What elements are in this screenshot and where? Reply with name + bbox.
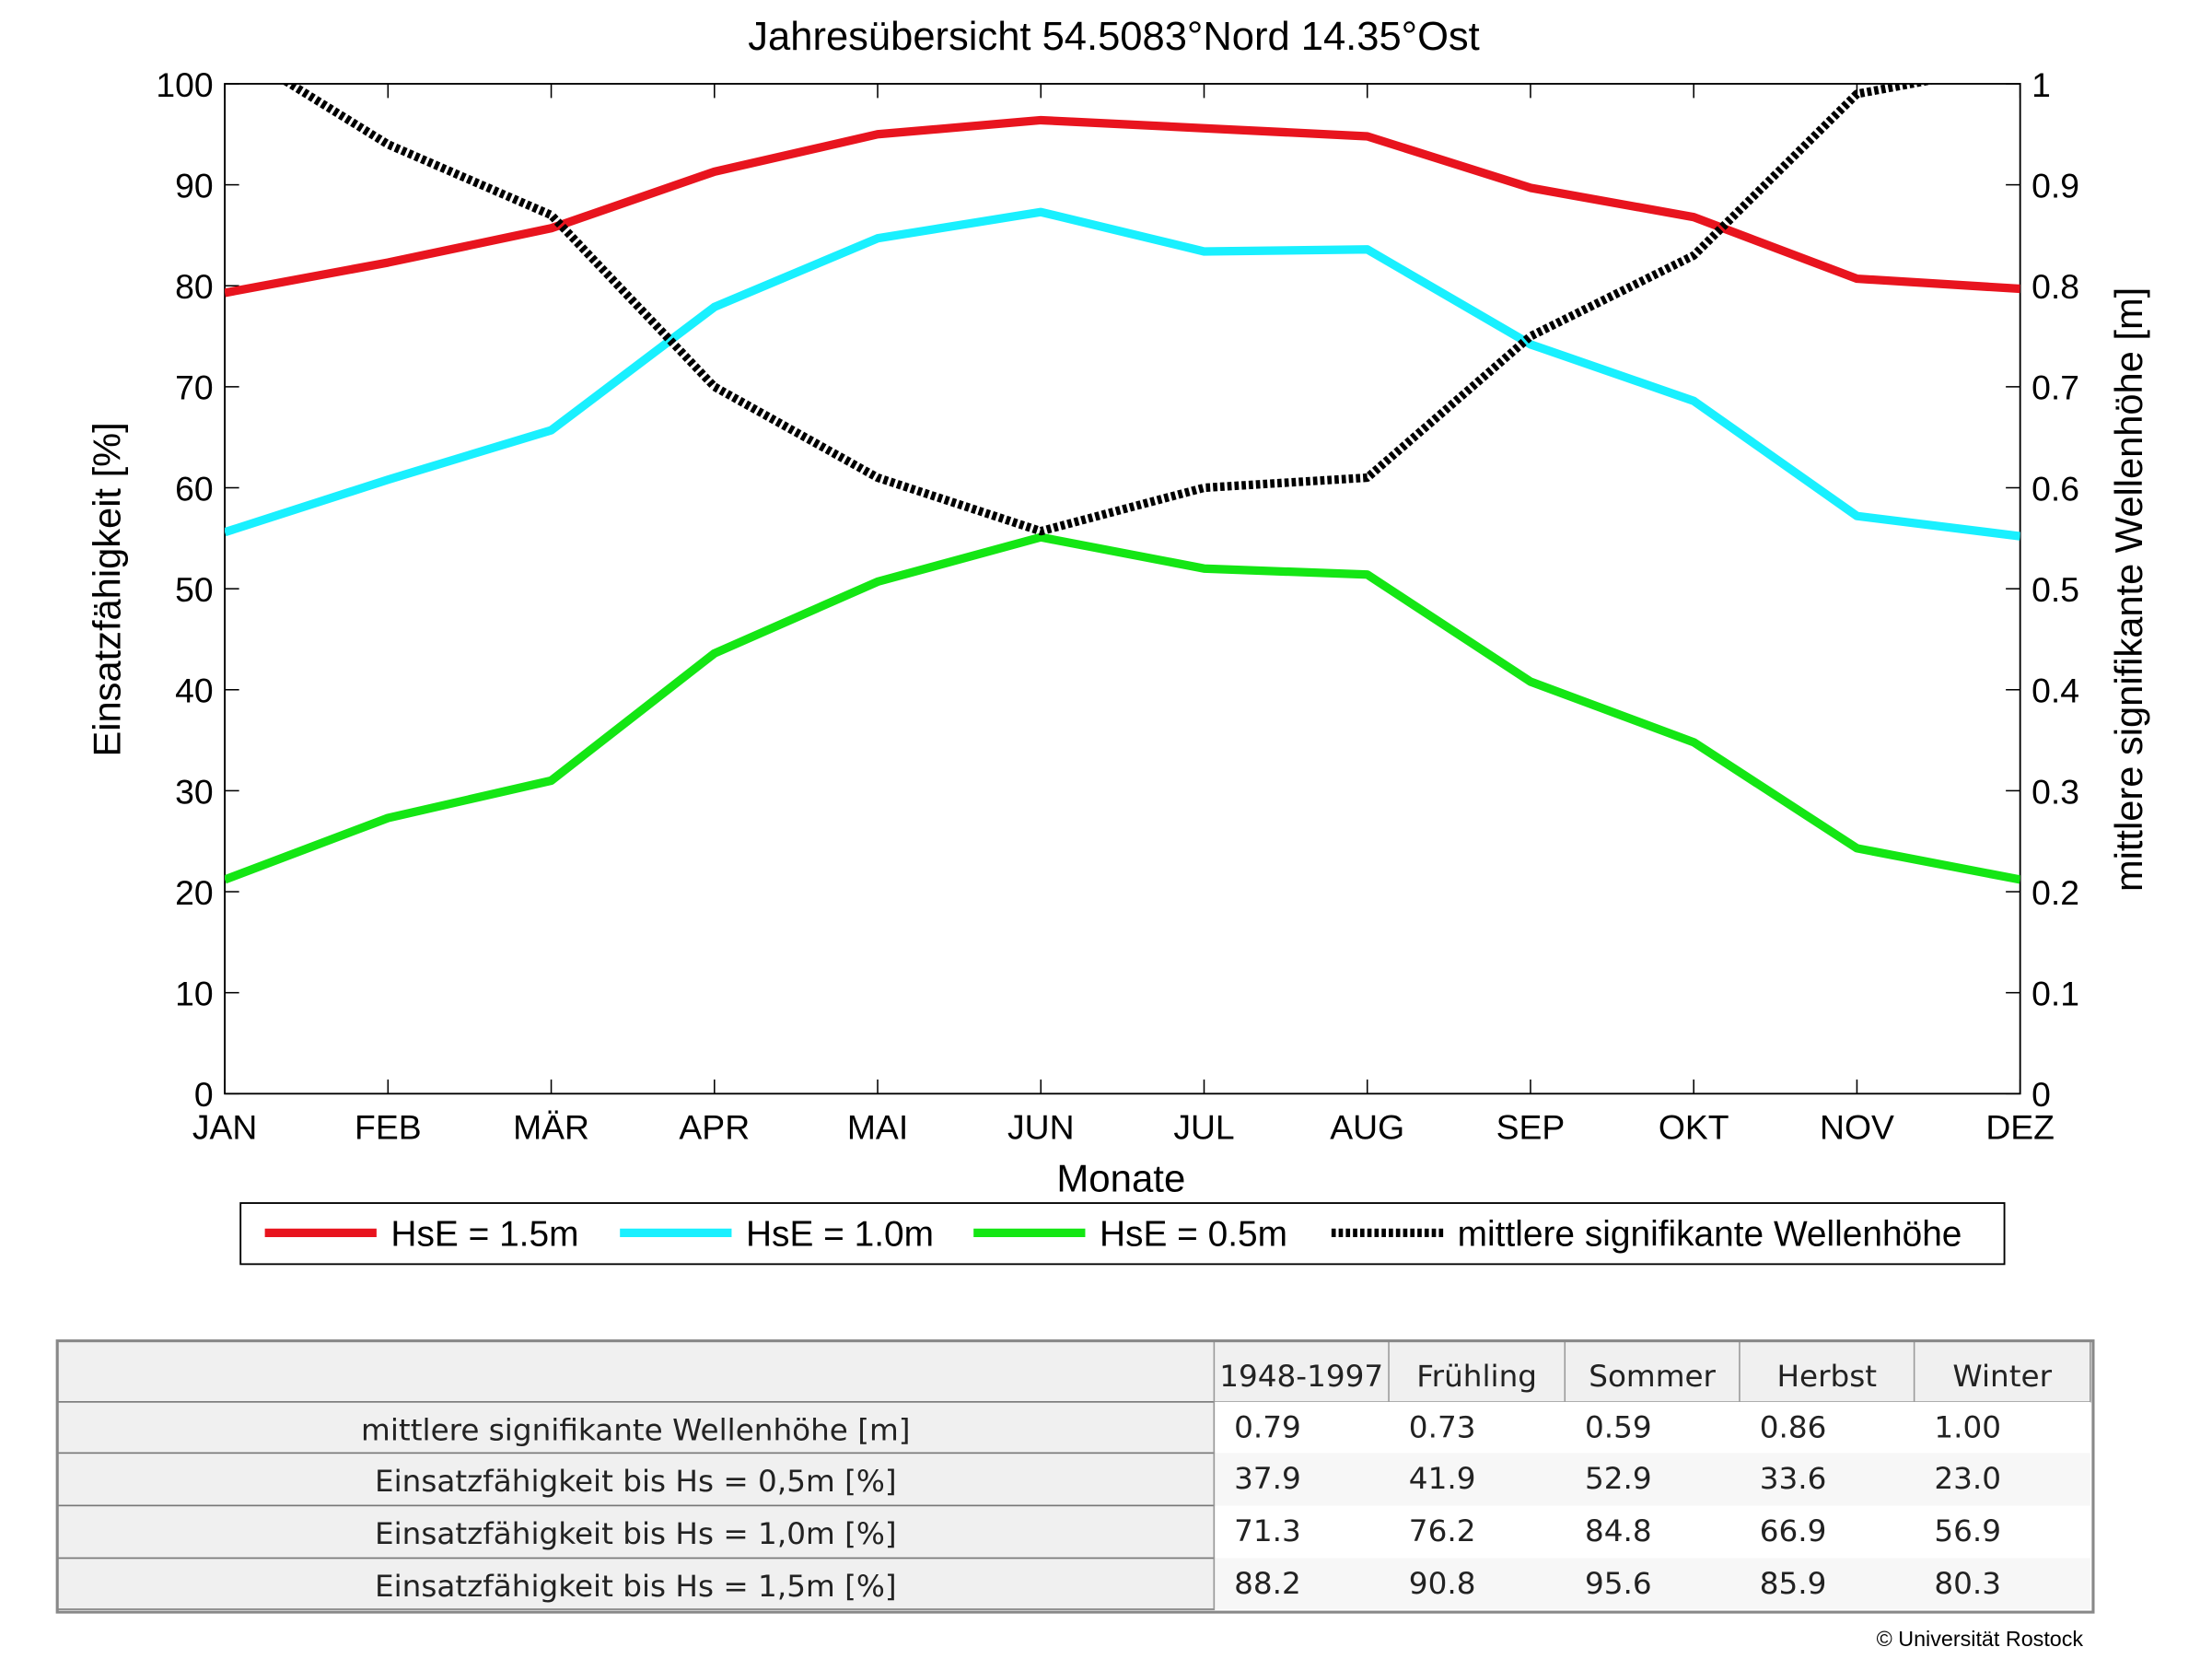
- row-bg: [1214, 1558, 2090, 1610]
- y2-tick-label: 0.4: [2032, 672, 2079, 710]
- y-tick-label: 30: [175, 772, 214, 811]
- y2-tick-label: 0: [2032, 1075, 2051, 1114]
- x-tick-label: MÄR: [513, 1108, 589, 1147]
- row-bg: [1214, 1401, 2090, 1454]
- y2-tick-label: 0.1: [2032, 975, 2079, 1013]
- legend-label: HsE = 1.0m: [746, 1214, 934, 1254]
- row-label-bg: [56, 1557, 1216, 1610]
- y-axis-label: Einsatzfähigkeit [%]: [85, 422, 128, 756]
- y-tick-label: 10: [175, 975, 214, 1013]
- y2-tick-label: 0.6: [2032, 470, 2079, 508]
- x-tick-label: JUL: [1173, 1108, 1234, 1147]
- table-cell: 90.8: [1409, 1566, 1476, 1601]
- legend-label: HsE = 0.5m: [1100, 1214, 1287, 1254]
- column-header: Herbst: [1777, 1359, 1878, 1394]
- table: 1948-1997 Frühling Sommer Herbst Winter mittl…: [55, 1339, 2095, 1614]
- legend-label: HsE = 1.5m: [390, 1214, 578, 1254]
- column-header: 1948-1997: [1219, 1359, 1383, 1394]
- table-cell: 0.79: [1234, 1410, 1301, 1445]
- table-cell: 80.3: [1934, 1566, 2001, 1601]
- y-tick-label: 50: [175, 570, 214, 609]
- table-cell: 23.0: [1934, 1461, 2001, 1496]
- table-cell: 0.86: [1760, 1410, 1827, 1445]
- y-tick-label: 80: [175, 267, 214, 306]
- table-cell: 0.59: [1585, 1410, 1652, 1445]
- table-cell: 33.6: [1760, 1461, 1827, 1496]
- y2-tick-label: 0.3: [2032, 772, 2079, 811]
- x-tick-label: NOV: [1820, 1108, 1894, 1147]
- row-label: Einsatzfähigkeit bis Hs = 1,5m [%]: [375, 1569, 897, 1604]
- table-cell: 76.2: [1409, 1513, 1476, 1548]
- y2-tick-label: 0.8: [2032, 267, 2079, 306]
- column-header: Winter: [1952, 1359, 2052, 1394]
- table-cell: 37.9: [1234, 1461, 1301, 1496]
- table-cell: 85.9: [1760, 1566, 1827, 1601]
- series-line: [282, 83, 1935, 536]
- x-tick-label: JUN: [1007, 1108, 1075, 1147]
- x-tick-label: JAN: [192, 1108, 257, 1147]
- y2-axis-label: mittlere signifikante Wellenhöhe [m]: [2107, 287, 2150, 892]
- row-bg: [1214, 1505, 2090, 1559]
- series-line: [225, 207, 2020, 541]
- table-header-bg: [56, 1339, 2091, 1403]
- table-cell: 95.6: [1585, 1566, 1652, 1601]
- row-label: mittlere signifikante Wellenhöhe [m]: [361, 1413, 910, 1448]
- legend-label: mittlere signifikante Wellenhöhe: [1458, 1214, 1962, 1254]
- row-label: Einsatzfähigkeit bis Hs = 0,5m [%]: [375, 1464, 897, 1499]
- y-tick-label: 20: [175, 873, 214, 912]
- series-line: [225, 532, 2020, 884]
- table-cell: 56.9: [1934, 1513, 2001, 1548]
- legend-box: [239, 1202, 2006, 1266]
- y-tick-label: 60: [175, 470, 214, 508]
- column-header: Frühling: [1416, 1359, 1537, 1394]
- y-tick-label: 100: [156, 65, 213, 104]
- y-tick-label: 70: [175, 368, 214, 407]
- y2-tick-label: 1: [2032, 65, 2051, 104]
- table-cell: 71.3: [1234, 1513, 1301, 1548]
- table-cell: 41.9: [1409, 1461, 1476, 1496]
- x-tick-label: FEB: [355, 1108, 422, 1147]
- table-border: [55, 1339, 2095, 1614]
- x-tick-label: DEZ: [1985, 1108, 2055, 1147]
- column-header: Sommer: [1589, 1359, 1716, 1394]
- chart-title: Jahresübersicht 54.5083°Nord 14.35°Ost: [748, 15, 1479, 59]
- table-cell: 88.2: [1234, 1566, 1301, 1601]
- y2-tick-label: 0.2: [2032, 873, 2079, 912]
- row-label: Einsatzfähigkeit bis Hs = 1,0m [%]: [375, 1516, 897, 1551]
- table-cell: 52.9: [1585, 1461, 1652, 1496]
- y2-tick-label: 0.9: [2032, 167, 2079, 205]
- row-bg: [1214, 1453, 2090, 1506]
- y2-tick-label: 0.5: [2032, 570, 2079, 609]
- x-tick-label: SEP: [1496, 1108, 1566, 1147]
- x-tick-label: APR: [679, 1108, 750, 1147]
- copyright: © Universität Rostock: [1877, 1627, 2084, 1651]
- y2-tick-label: 0.7: [2032, 368, 2079, 407]
- table-cell: 0.73: [1409, 1410, 1476, 1445]
- x-axis-label: Monate: [1056, 1157, 1185, 1200]
- table-cell: 84.8: [1585, 1513, 1652, 1548]
- y-tick-label: 90: [175, 167, 214, 205]
- table-cell: 1.00: [1934, 1410, 2001, 1445]
- y-tick-label: 40: [175, 672, 214, 710]
- series-line: [225, 115, 2020, 298]
- x-tick-label: OKT: [1659, 1108, 1729, 1147]
- x-tick-label: MAI: [847, 1108, 908, 1147]
- plot-area: [225, 83, 2020, 884]
- x-tick-label: AUG: [1330, 1108, 1404, 1147]
- y-tick-label: 0: [194, 1075, 214, 1114]
- table-cell: 66.9: [1760, 1513, 1827, 1548]
